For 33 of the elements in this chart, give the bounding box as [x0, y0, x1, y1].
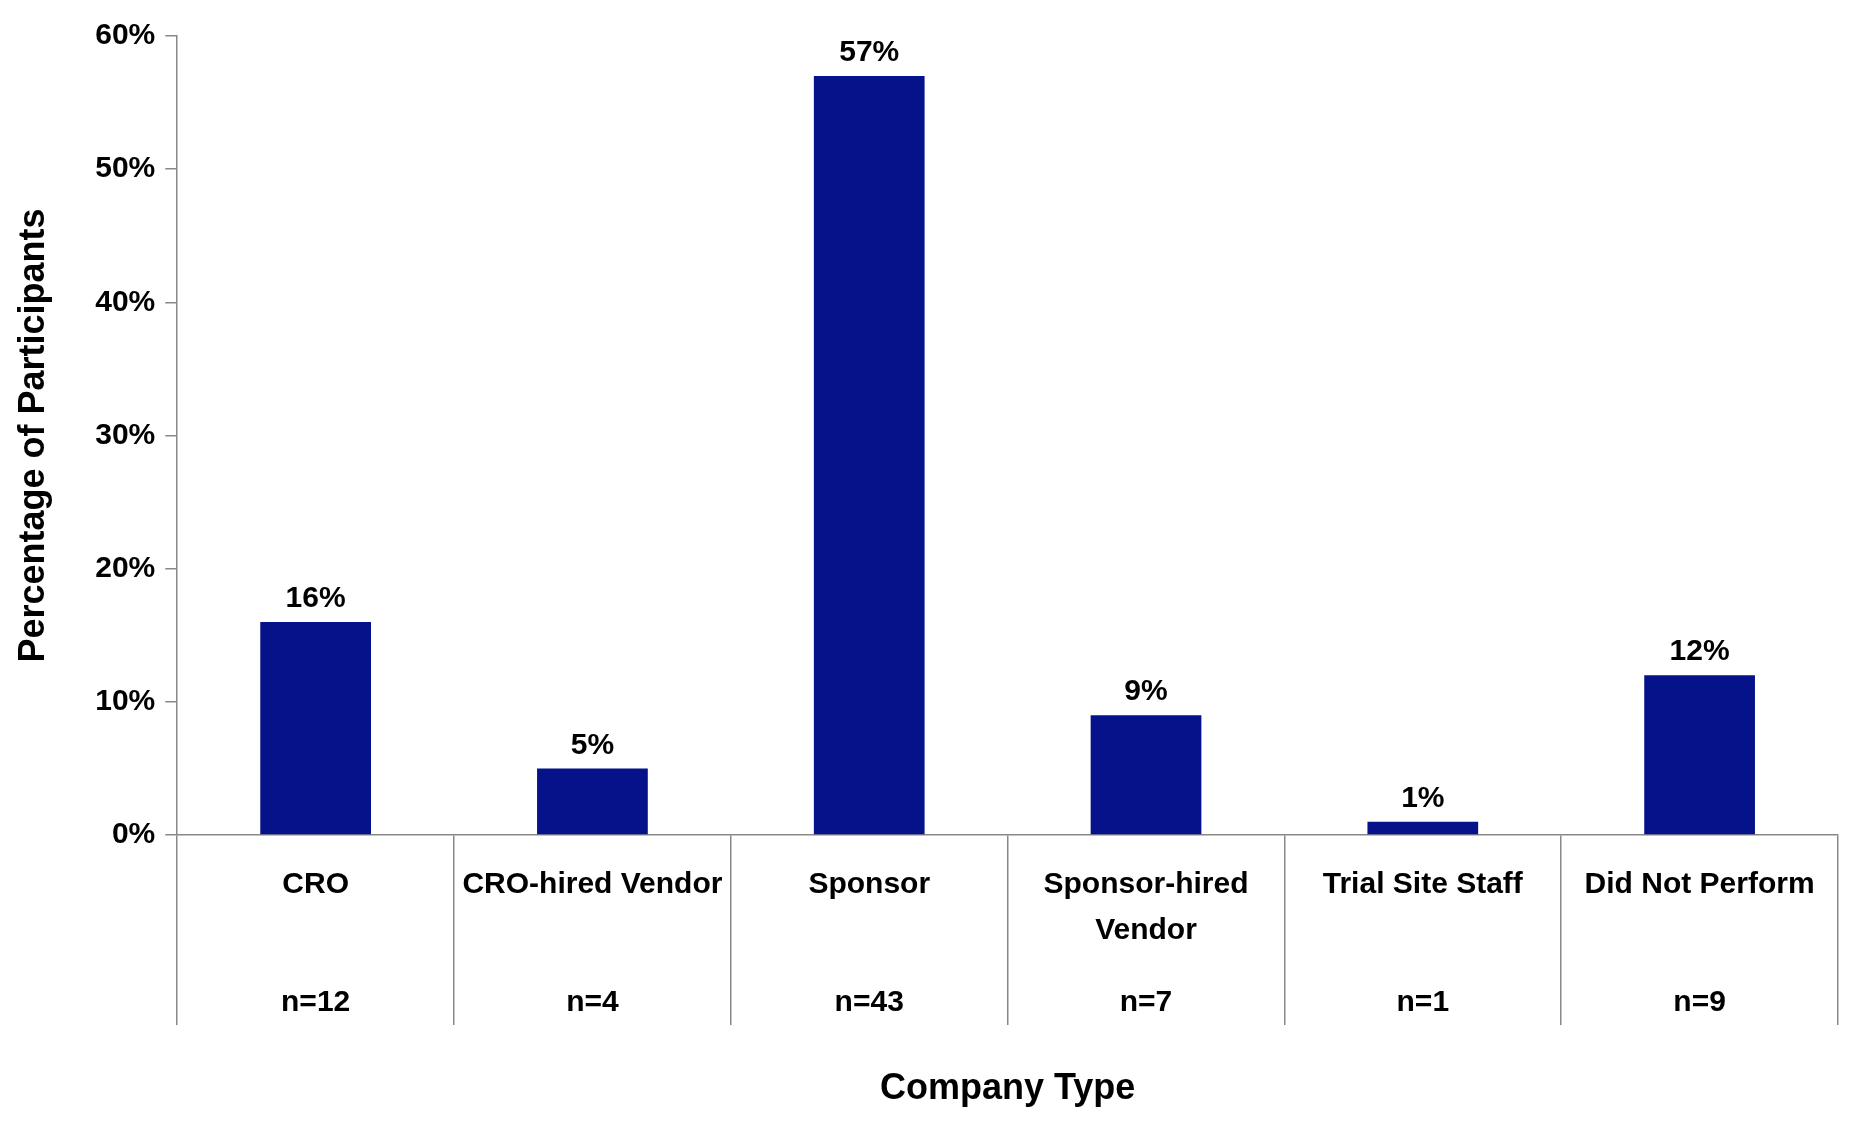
bar [260, 621, 371, 835]
x-tick-label: Did Not Perform [1584, 866, 1815, 900]
bar [1644, 675, 1755, 835]
text: n=12 [281, 984, 351, 1018]
data-label: 1% [1401, 779, 1445, 813]
x-tick-label: Trial Site Staff [1322, 866, 1524, 900]
data-label: 5% [570, 726, 615, 760]
x-tick-label: Sponsor-hired Vendor [1043, 866, 1249, 946]
y-tick-label: 60% [95, 17, 156, 51]
text: n=43 [834, 984, 904, 1018]
bar [813, 75, 925, 835]
y-tick-label: 10% [95, 683, 156, 717]
y-tick-label: 40% [95, 283, 156, 317]
x-tick-label: CRO-hired Vendor [462, 866, 723, 900]
data-label: 57% [839, 34, 900, 68]
data-label: 9% [1124, 673, 1168, 707]
text: n=7 [1119, 984, 1173, 1018]
y-axis-title: Percentage of Participants [10, 208, 52, 663]
x-tick-label: Sponsor [808, 866, 931, 900]
y-tick-label: 50% [95, 150, 156, 184]
x-axis-title: Company Type [879, 1065, 1136, 1107]
y-tick-label: 30% [95, 416, 156, 450]
bar [1367, 821, 1479, 835]
data-label: 16% [285, 580, 346, 614]
data-label: 12% [1669, 633, 1730, 667]
y-tick-label: 0% [111, 816, 156, 850]
x-tick-label: CRO [282, 866, 349, 900]
text: n=1 [1396, 984, 1450, 1018]
bar [537, 768, 648, 835]
bar [1090, 715, 1202, 835]
text: n=4 [566, 984, 620, 1018]
y-tick-label: 20% [95, 549, 156, 583]
text: n=9 [1673, 984, 1726, 1018]
